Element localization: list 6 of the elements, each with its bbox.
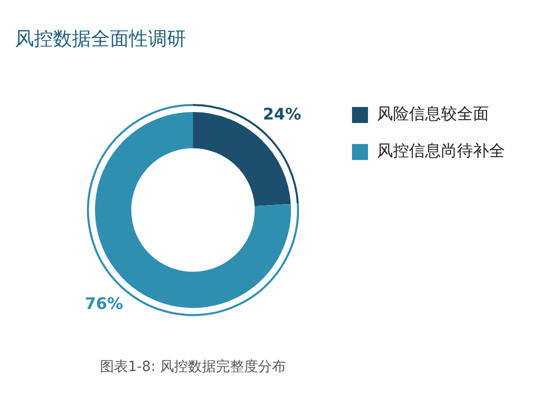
text: 图表1-8: 风控数据完整度分布 [98,358,288,376]
legend-label: 风控信息尚待补全 [377,141,505,162]
data-label: 76% [84,294,124,313]
legend-label: 风险信息较全面 [377,104,489,125]
data-label: 24% [262,104,302,124]
chart-title: 风控数据全面性调研 [15,27,186,52]
